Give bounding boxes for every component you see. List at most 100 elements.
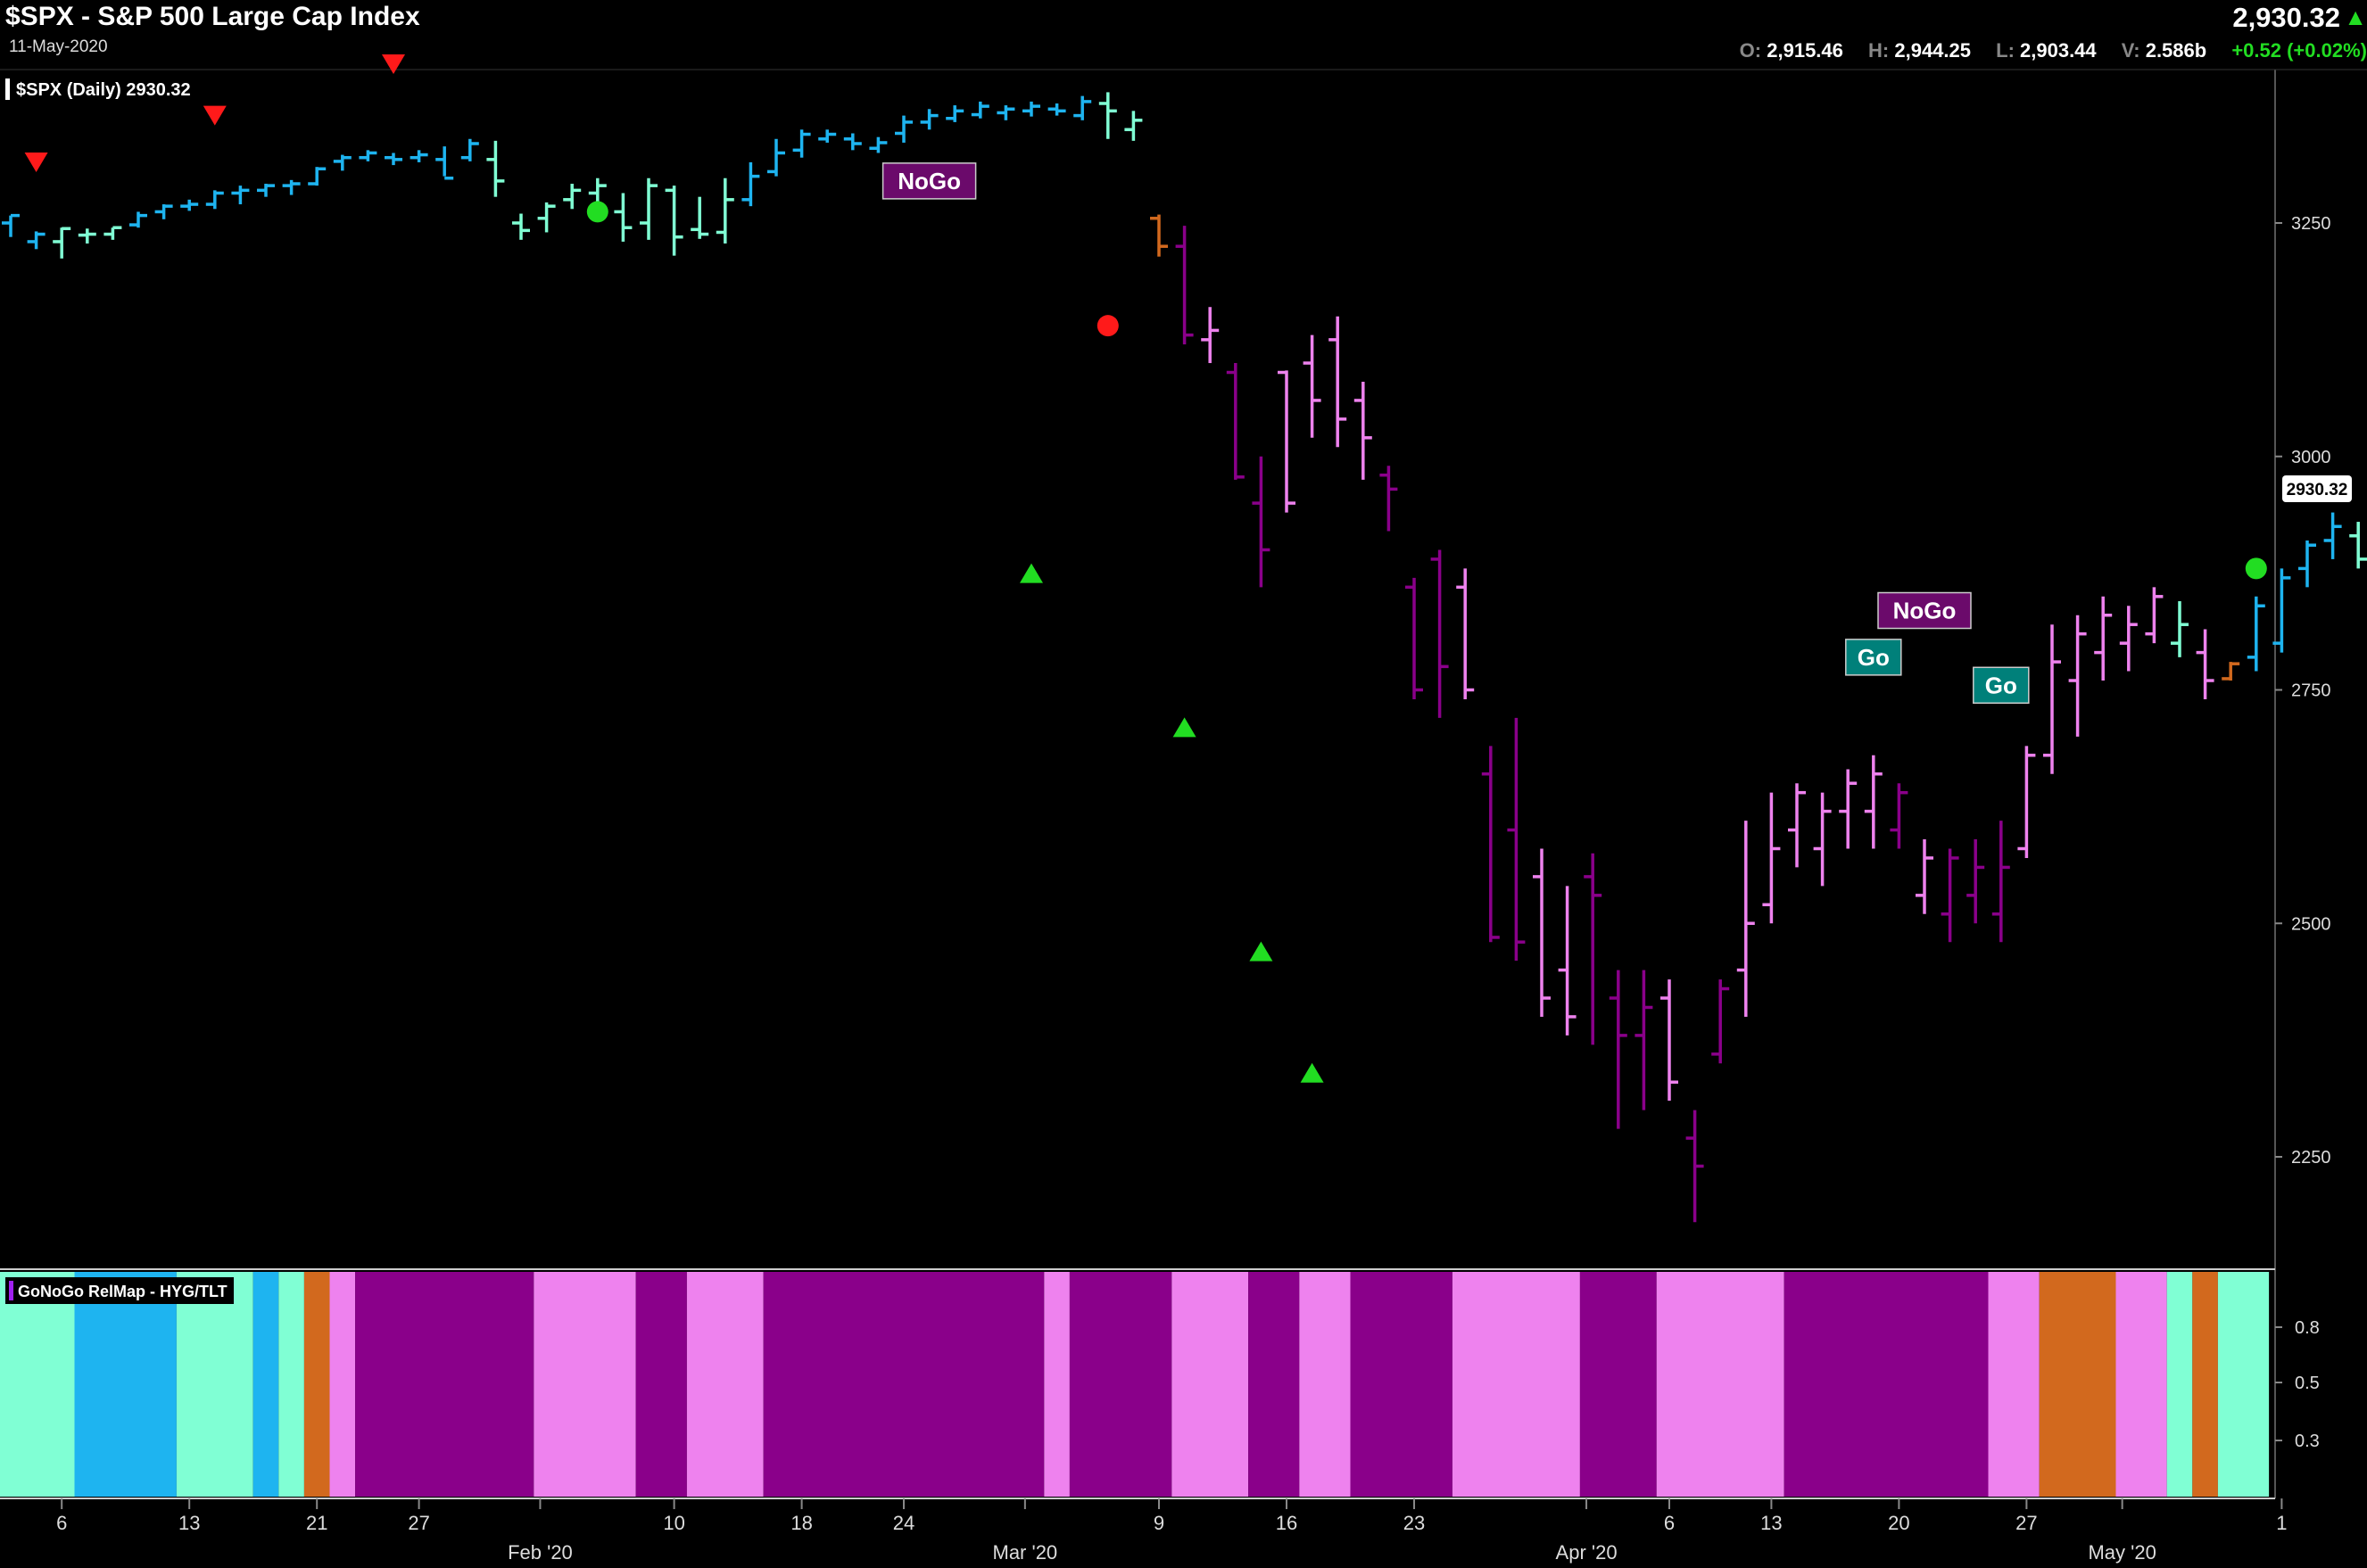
label-text: NoGo [898, 168, 961, 194]
relmap-band [635, 1272, 687, 1497]
ohlc-bar [818, 129, 837, 143]
ohlc-bar [359, 150, 377, 161]
day-label: 21 [306, 1512, 327, 1534]
relmap-legend: GoNoGo RelMap - HYG/TLT [5, 1277, 234, 1304]
label-box [1973, 666, 2030, 705]
ohlc-bar [410, 150, 428, 162]
ohlc-bar [2119, 606, 2138, 672]
relmap-y-tick-label: 0.3 [2295, 1432, 2320, 1451]
ohlc-bar [1022, 101, 1040, 117]
ohlc-bar [2145, 587, 2164, 644]
signal-triangle-down [382, 54, 405, 75]
ohlc-bar [1379, 466, 1398, 532]
month-label: Mar '20 [993, 1541, 1058, 1564]
ohlc-bar [2, 213, 20, 237]
month-label: Apr '20 [1556, 1541, 1618, 1564]
ohlc-bar [2349, 522, 2367, 569]
relmap-band [252, 1272, 279, 1497]
ohlc-bar [640, 177, 658, 240]
ohlc-bar [997, 105, 1015, 120]
high-value: 2,944.25 [1894, 39, 1971, 62]
ohlc-bar [486, 140, 505, 197]
price-legend: $SPX (Daily) 2930.32 [5, 78, 191, 100]
y-tick-label: 2750 [2291, 681, 2331, 701]
ohlc-bar [1813, 792, 1832, 887]
ohlc-bar [1635, 970, 1653, 1110]
open-value: 2,915.46 [1767, 39, 1843, 62]
ohlc-bar [614, 193, 633, 242]
relmap-band [278, 1272, 304, 1497]
ohlc-bar [1864, 755, 1883, 849]
ohlc-bar [1711, 979, 1730, 1064]
last-price-tag-text: 2930.32 [2287, 481, 2348, 499]
signal-triangle-down [24, 152, 48, 172]
relmap-band [1248, 1272, 1300, 1497]
ohlc-bar [895, 115, 913, 143]
ohlc-bar [2323, 512, 2342, 559]
relmap-band [2039, 1272, 2116, 1497]
relmap-band [303, 1272, 330, 1497]
ohlc-bar [2298, 540, 2316, 588]
price-up-icon: ▲ [2344, 4, 2367, 30]
ohlc-bar [154, 204, 173, 219]
day-label: 18 [790, 1512, 812, 1534]
ohlc-bar [1303, 334, 1321, 438]
relmap-y-tick-label: 0.5 [2295, 1374, 2320, 1393]
ohlc-bar [1150, 214, 1168, 257]
day-label: 23 [1403, 1512, 1425, 1534]
ohlc-bar [2043, 624, 2061, 774]
ohlc-bar [2017, 746, 2036, 858]
label-text: Go [1985, 672, 2017, 698]
ohlc-bar [869, 136, 888, 153]
relmap-band [686, 1272, 764, 1497]
ohlc-bar [1456, 568, 1475, 699]
relmap-band [1171, 1272, 1249, 1497]
chart-header: $SPX - S&P 500 Large Cap Index 11-May-20… [0, 0, 2367, 70]
ohlc-bar [1941, 848, 1959, 943]
ohlc-bar [1558, 886, 1577, 1036]
relmap-band [534, 1272, 636, 1497]
ohlc-bar [1226, 363, 1245, 480]
label-box [1877, 591, 1972, 630]
ohlc-bar [53, 227, 71, 259]
ohlc-bar [1839, 769, 1858, 849]
ohlc-bar [1736, 821, 1755, 1017]
ohlc-bar [1481, 746, 1500, 943]
ohlc-bar [1788, 783, 1806, 868]
label-text: Go [1858, 644, 1890, 671]
low-label: L: [1996, 39, 2015, 62]
ohlc-bar [665, 186, 683, 256]
ohlc-bar [691, 196, 709, 239]
ohlc-bar [1533, 848, 1551, 1017]
signal-triangle-up [1020, 563, 1043, 583]
ohlc-bar [946, 105, 964, 122]
last-price: 2,930.32 [2232, 2, 2340, 33]
ohlc-bar [1507, 717, 1526, 961]
day-label: 6 [56, 1512, 67, 1534]
ohlc-bar [1278, 370, 1295, 513]
y-tick-label: 2500 [2291, 914, 2331, 934]
day-label: 10 [663, 1512, 684, 1534]
ohlc-bar [1047, 103, 1066, 116]
day-label: 13 [178, 1512, 200, 1534]
ohlc-bar [1430, 549, 1449, 718]
ohlc-bar [2272, 568, 2291, 653]
signal-triangle-up [1249, 941, 1273, 961]
label-box [1845, 639, 1902, 676]
ohlc-bar [716, 177, 734, 244]
ohlc-bar [1584, 853, 1602, 1045]
relmap-band [74, 1272, 177, 1497]
signal-markers [24, 54, 2267, 1083]
ohlc-bar [920, 109, 939, 130]
relmap-band [1350, 1272, 1452, 1497]
y-tick-label: 2250 [2291, 1148, 2331, 1168]
ohlc-bar [1175, 226, 1194, 345]
ohlc-bar [78, 228, 96, 244]
ohlc-bar [588, 177, 607, 205]
go-label: Go [1973, 666, 2030, 705]
day-label: 24 [893, 1512, 915, 1534]
relmap-band [1452, 1272, 1580, 1497]
axes: $SPX (Daily) 2930.32 2930.32 GoNoGo RelM… [5, 78, 2352, 1564]
